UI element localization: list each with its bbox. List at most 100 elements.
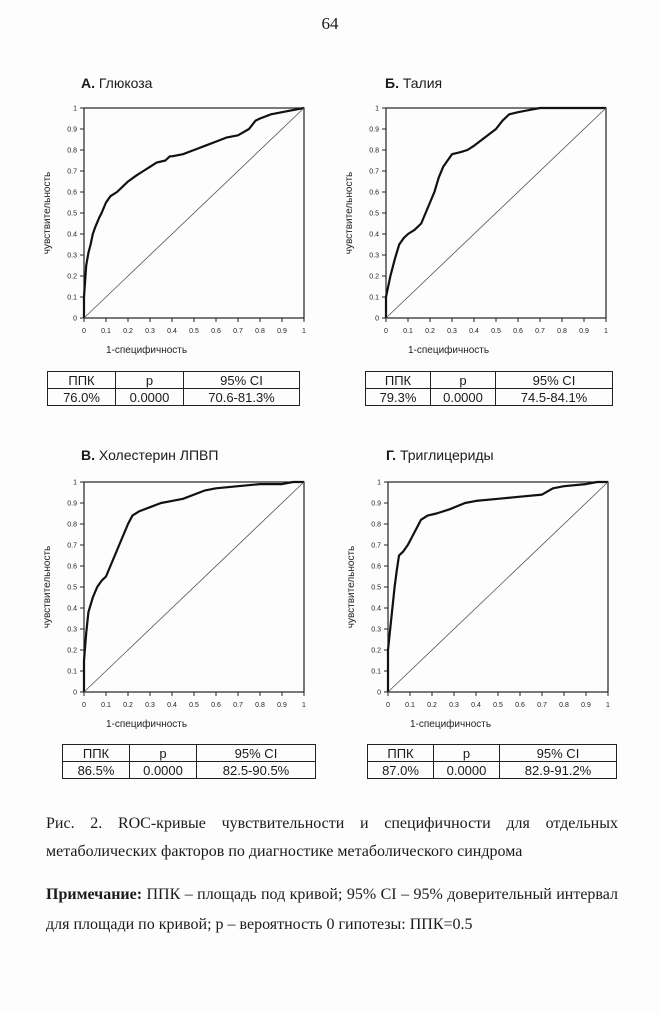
y-tick-label: 0.1: [369, 295, 379, 302]
x-tick-label: 1: [302, 702, 306, 709]
y-tick-label: 0.4: [371, 606, 381, 613]
x-tick-label: 0.2: [427, 702, 437, 709]
stats-table-triglycerides: ППК p 95% CI 87.0% 0.0000 82.9-91.2%: [367, 744, 617, 779]
x-tick-label: 1: [606, 702, 610, 709]
panel-title: А. Глюкоза: [81, 75, 152, 91]
stats-header-ci: 95% CI: [499, 744, 617, 762]
stats-value-auc: 86.5%: [62, 761, 130, 779]
y-tick-label: 1: [377, 480, 381, 487]
y-tick-label: 0.4: [67, 606, 77, 613]
x-tick-label: 0.4: [471, 702, 481, 709]
x-tick-label: 0.3: [145, 328, 155, 335]
x-tick-label: 1: [604, 328, 608, 335]
reference-diagonal-line: [83, 107, 305, 319]
y-tick-label: 0.7: [67, 543, 77, 550]
panel-name: Талия: [402, 75, 443, 91]
y-tick-label: 0: [73, 316, 77, 323]
y-tick-label: 0.5: [369, 211, 379, 218]
panel-name: Холестерин ЛПВП: [98, 447, 219, 463]
x-tick-label: 0.9: [581, 702, 591, 709]
x-tick-label: 0.7: [535, 328, 545, 335]
stats-value-ci: 70.6-81.3%: [183, 388, 300, 406]
panel-title: В. Холестерин ЛПВП: [81, 447, 218, 463]
x-tick-label: 0.8: [255, 328, 265, 335]
x-tick-label: 0.3: [145, 702, 155, 709]
x-tick-label: 0.7: [537, 702, 547, 709]
panel-letter: В.: [81, 447, 95, 463]
y-axis-label: чувствительность: [346, 546, 357, 629]
y-tick-label: 0.3: [67, 627, 77, 634]
x-tick-label: 0.7: [233, 328, 243, 335]
stats-table-glucose: ППК p 95% CI 76.0% 0.0000 70.6-81.3%: [47, 371, 300, 406]
y-axis-label: чувствительность: [344, 172, 355, 255]
x-tick-label: 0.6: [513, 328, 523, 335]
x-tick-label: 0.4: [167, 328, 177, 335]
reference-diagonal-line: [387, 481, 609, 693]
panel-glucose: А. Глюкоза: [80, 75, 340, 415]
roc-chart-glucose: 0 0.1 0.2 0.3 0.4 0.5 0.6 0.7 0.8 0.9 1 0 0.1 0.2 0.3 0…: [42, 106, 306, 357]
y-tick-label: 0.8: [369, 148, 379, 155]
y-tick-label: 0: [375, 316, 379, 323]
y-tick-label: 0.7: [371, 543, 381, 550]
stats-value-auc: 87.0%: [367, 761, 434, 779]
stats-header-ci: 95% CI: [196, 744, 316, 762]
y-tick-label: 0.3: [67, 253, 77, 260]
stats-value-auc: 76.0%: [47, 388, 116, 406]
panel-title: Б. Талия: [385, 75, 442, 91]
x-tick-label: 0.6: [211, 328, 221, 335]
y-axis-label: чувствительность: [42, 172, 53, 255]
panel-title: Г. Триглицериды: [386, 447, 494, 463]
y-tick-label: 0.9: [371, 501, 381, 508]
x-tick-label: 0: [386, 702, 390, 709]
y-tick-label: 0.5: [67, 585, 77, 592]
x-axis-label: 1-специфичность: [106, 718, 187, 730]
x-tick-label: 0.1: [101, 702, 111, 709]
x-tick-label: 0.6: [515, 702, 525, 709]
x-tick-label: 0.8: [557, 328, 567, 335]
x-tick-label: 0.9: [579, 328, 589, 335]
y-tick-label: 0.1: [371, 669, 381, 676]
stats-value-p: 0.0000: [129, 761, 197, 779]
note-text: ППК – площадь под кривой; 95% CI – 95% д…: [46, 886, 618, 933]
x-tick-label: 0: [82, 702, 86, 709]
stats-header-p: p: [129, 744, 197, 762]
x-tick-label: 1: [302, 328, 306, 335]
stats-header-auc: ППК: [47, 371, 116, 389]
page-number: 64: [321, 14, 339, 33]
y-tick-label: 0.4: [369, 232, 379, 239]
x-tick-label: 0.5: [189, 702, 199, 709]
panel-triglycerides: Г. Триглицериды: [386, 447, 626, 477]
x-axis-label: 1-специфичность: [408, 344, 489, 356]
y-tick-label: 0: [73, 690, 77, 697]
x-tick-label: 0.1: [101, 328, 111, 335]
x-tick-label: 0.5: [493, 702, 503, 709]
panel-letter: Б.: [385, 75, 399, 91]
figure-note: Примечание: ППК – площадь под кривой; 95…: [46, 880, 618, 940]
y-tick-label: 0.5: [67, 211, 77, 218]
x-axis-label: 1-специфичность: [410, 718, 491, 730]
stats-header-auc: ППК: [62, 744, 130, 762]
y-tick-label: 0.6: [371, 564, 381, 571]
x-tick-label: 0: [384, 328, 388, 335]
roc-chart-hdl: 0 0.1 0.2 0.3 0.4 0.5 0.6 0.7 0.8 0.9 1 0 0.1 0.2 0.3 0…: [42, 480, 306, 731]
y-tick-label: 0.7: [67, 169, 77, 176]
figure-caption: Рис. 2. ROC-кривые чувствительности и сп…: [46, 815, 618, 860]
x-tick-label: 0.2: [425, 328, 435, 335]
stats-header-auc: ППК: [367, 744, 434, 762]
panel-waist: Б. Талия: [385, 75, 625, 105]
stats-value-auc: 79.3%: [365, 388, 431, 406]
panel-letter: А.: [81, 75, 95, 91]
x-tick-label: 0.9: [277, 702, 287, 709]
stats-table-hdl: ППК p 95% CI 86.5% 0.0000 82.5-90.5%: [62, 744, 316, 779]
x-tick-label: 0.3: [447, 328, 457, 335]
reference-diagonal-line: [385, 107, 607, 319]
stats-header-ci: 95% CI: [183, 371, 300, 389]
y-tick-label: 0.6: [67, 564, 77, 571]
reference-diagonal-line: [83, 481, 305, 693]
stats-value-ci: 74.5-84.1%: [495, 388, 613, 406]
stats-value-p: 0.0000: [433, 761, 500, 779]
y-tick-label: 0.2: [369, 274, 379, 281]
stats-value-ci: 82.9-91.2%: [499, 761, 617, 779]
note-label: Примечание:: [46, 886, 143, 903]
roc-curve-line: [82, 106, 305, 318]
